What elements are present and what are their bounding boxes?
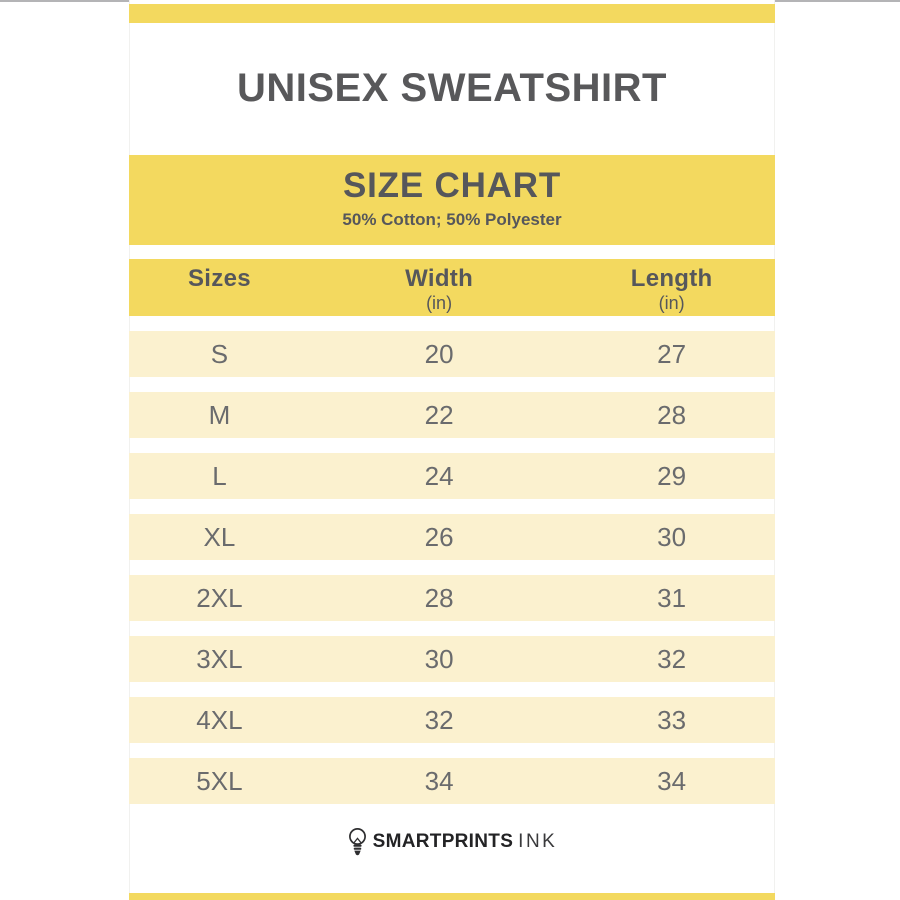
column-unit-label: (in) [426,293,453,313]
cell-length: 34 [657,765,687,796]
cell-width: 22 [424,399,454,430]
table-header-row: Sizes Width (in) Length (in) [129,259,775,316]
cell-width: 20 [424,338,454,369]
size-chart-title: SIZE CHART [343,166,561,205]
lightbulb-icon [348,828,366,856]
brand-name-bold: SMARTPRINTS [372,831,514,852]
table-row: XL 26 30 [129,514,775,560]
table-row: 4XL 32 33 [129,697,775,743]
content-card: UNISEX SWEATSHIRT SIZE CHART 50% Cotton;… [129,0,775,900]
cell-length: 28 [657,399,687,430]
bottom-accent-bar [129,893,775,900]
cell-width: 32 [424,704,454,735]
table-row: M 22 28 [129,392,775,438]
cell-length: 32 [657,643,687,674]
column-unit-label: (in) [658,293,685,313]
column-header-sizes: Sizes [129,265,310,316]
cell-width: 26 [424,521,454,552]
cell-size: S [210,338,229,369]
cell-length: 31 [657,582,687,613]
cell-size: 3XL [196,643,243,674]
cell-size: XL [203,521,236,552]
size-chart-header: SIZE CHART 50% Cotton; 50% Polyester [129,155,775,245]
cell-width: 24 [424,460,454,491]
column-header-length: Length (in) [568,265,775,316]
table-row: 3XL 30 32 [129,636,775,682]
cell-width: 30 [424,643,454,674]
cell-length: 33 [657,704,687,735]
brand-name-light: INK [518,831,558,852]
column-header-label: Length [630,265,713,292]
column-header-width: Width (in) [310,265,568,316]
cell-width: 34 [424,765,454,796]
column-header-label: Width [405,265,474,292]
cell-size: M [208,399,231,430]
brand-footer: SMARTPRINTS INK [130,823,774,861]
cell-length: 30 [657,521,687,552]
cell-width: 28 [424,582,454,613]
size-table: Sizes Width (in) Length (in) S 20 27 M 2… [129,259,775,819]
cell-size: L [212,460,227,491]
table-row: 5XL 34 34 [129,758,775,804]
table-row: 2XL 28 31 [129,575,775,621]
page-title: UNISEX SWEATSHIRT [236,66,667,110]
top-accent-bar [129,4,775,23]
cell-length: 27 [657,338,687,369]
fabric-composition: 50% Cotton; 50% Polyester [342,210,562,229]
cell-size: 2XL [196,582,243,613]
table-row: S 20 27 [129,331,775,377]
cell-size: 4XL [196,704,243,735]
table-row: L 24 29 [129,453,775,499]
cell-length: 29 [657,460,687,491]
cell-size: 5XL [196,765,243,796]
column-header-label: Sizes [188,265,251,292]
